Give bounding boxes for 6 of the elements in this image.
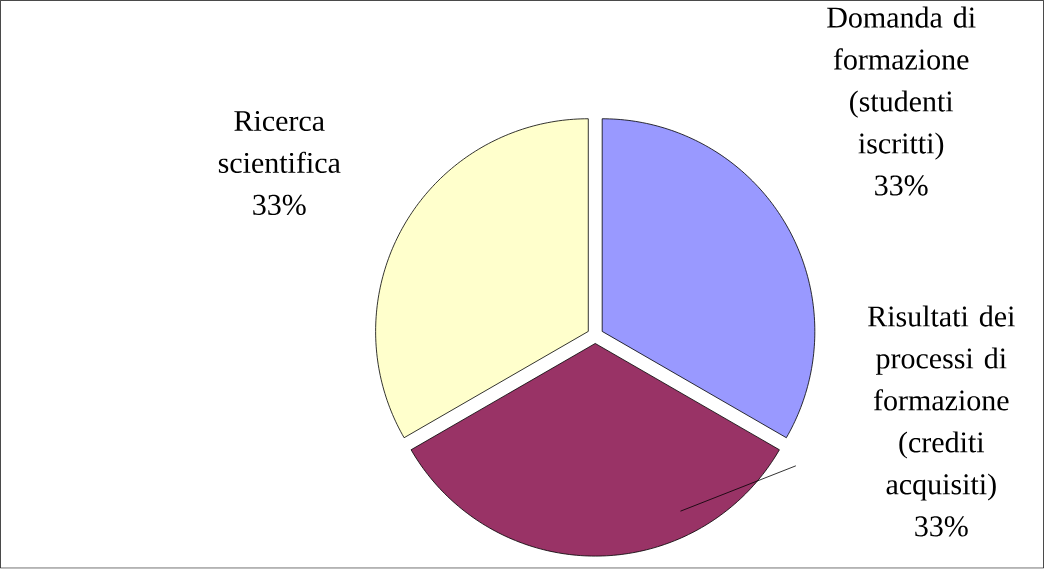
data-label: 33%	[915, 516, 968, 537]
slice-label: Ricerca scientifica	[218, 111, 341, 174]
slice-label: Risultati dei processi di formazione (crediti acquisiti)	[868, 305, 1015, 501]
data-label: 33%	[253, 195, 306, 216]
data-label: 33%	[875, 175, 928, 196]
slice-label: Domanda di formazione (studenti iscritti)	[827, 6, 976, 160]
